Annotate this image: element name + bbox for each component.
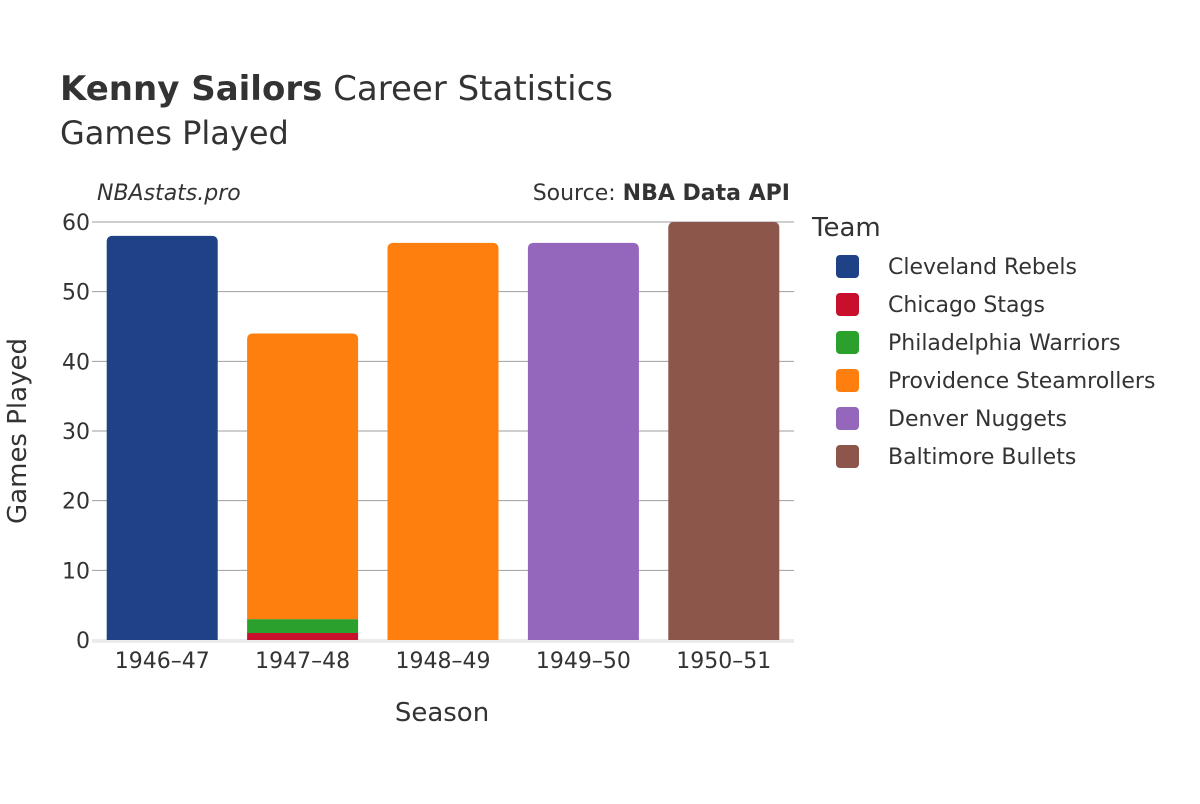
x-tick-label: 1948–49 bbox=[396, 649, 491, 674]
bar-segment-denver-nuggets[interactable] bbox=[527, 242, 639, 640]
x-tick-label: 1950–51 bbox=[676, 649, 771, 674]
legend-label-providence-steamrollers[interactable]: Providence Steamrollers bbox=[888, 369, 1155, 394]
y-tick-label: 0 bbox=[76, 629, 90, 654]
legend-label-philadelphia-warriors[interactable]: Philadelphia Warriors bbox=[888, 331, 1121, 356]
bar-segment-baltimore-bullets[interactable] bbox=[668, 222, 780, 640]
y-tick-label: 20 bbox=[62, 490, 90, 515]
x-axis-title: Season bbox=[395, 698, 489, 728]
y-tick-label: 10 bbox=[62, 559, 90, 584]
x-tick-label: 1946–47 bbox=[115, 649, 210, 674]
source-name: NBA Data API bbox=[623, 181, 790, 206]
chart-subtitle: Games Played bbox=[60, 114, 289, 152]
y-tick-label: 60 bbox=[62, 211, 90, 236]
legend-swatch-cleveland-rebels[interactable] bbox=[836, 255, 859, 278]
legend-swatch-denver-nuggets[interactable] bbox=[836, 407, 859, 430]
x-tick-label: 1949–50 bbox=[536, 649, 631, 674]
legend-swatch-chicago-stags[interactable] bbox=[836, 293, 859, 316]
chart-title-rest: Career Statistics bbox=[322, 69, 613, 109]
source-label: Source: NBA Data API bbox=[533, 181, 790, 206]
legend-swatch-providence-steamrollers[interactable] bbox=[836, 369, 859, 392]
x-tick-label: 1947–48 bbox=[255, 649, 350, 674]
legend-label-chicago-stags[interactable]: Chicago Stags bbox=[888, 293, 1045, 318]
source-prefix: Source: bbox=[533, 181, 623, 206]
legend[interactable]: Team Cleveland Rebels Chicago Stags Philade… bbox=[811, 213, 1155, 470]
bar-segment-providence-steamrollers[interactable] bbox=[387, 242, 499, 640]
bar-segment-providence-steamrollers[interactable] bbox=[247, 333, 359, 620]
legend-label-cleveland-rebels[interactable]: Cleveland Rebels bbox=[888, 255, 1077, 280]
bar-segment-chicago-stags[interactable] bbox=[247, 633, 359, 640]
y-tick-label: 40 bbox=[62, 350, 90, 375]
chart-title: Kenny Sailors Career Statistics bbox=[60, 69, 613, 109]
x-axis-baseline bbox=[92, 639, 794, 643]
legend-label-baltimore-bullets[interactable]: Baltimore Bullets bbox=[888, 445, 1076, 470]
y-tick-label: 50 bbox=[62, 281, 90, 306]
chart-title-bold: Kenny Sailors bbox=[60, 69, 322, 109]
bar-segment-philadelphia-warriors[interactable] bbox=[247, 619, 359, 634]
plot-area: 0 10 20 30 40 50 60 1946–47 1947–48 1948–49 1949–5… bbox=[3, 211, 794, 728]
legend-title: Team bbox=[811, 213, 881, 243]
y-tick-label: 30 bbox=[62, 420, 90, 445]
legend-swatch-philadelphia-warriors[interactable] bbox=[836, 331, 859, 354]
legend-swatch-baltimore-bullets[interactable] bbox=[836, 445, 859, 468]
bar-segment-cleveland-rebels[interactable] bbox=[106, 235, 218, 640]
legend-label-denver-nuggets[interactable]: Denver Nuggets bbox=[888, 407, 1067, 432]
y-axis-title: Games Played bbox=[3, 338, 33, 524]
site-watermark: NBAstats.pro bbox=[97, 181, 241, 206]
